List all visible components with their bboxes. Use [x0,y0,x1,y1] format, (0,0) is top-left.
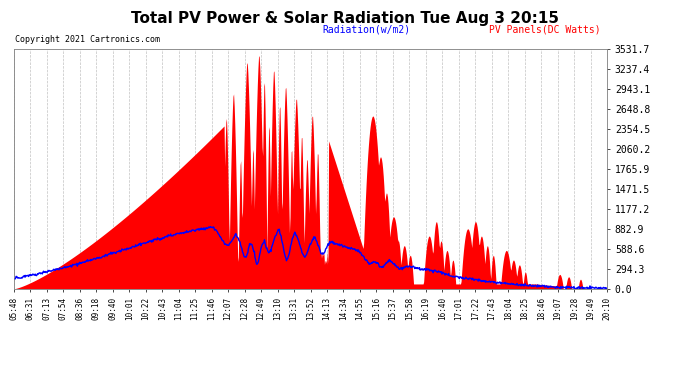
Text: Total PV Power & Solar Radiation Tue Aug 3 20:15: Total PV Power & Solar Radiation Tue Aug… [131,11,559,26]
Text: PV Panels(DC Watts): PV Panels(DC Watts) [489,25,600,35]
Text: Radiation(w/m2): Radiation(w/m2) [322,25,411,35]
Text: Copyright 2021 Cartronics.com: Copyright 2021 Cartronics.com [15,35,160,44]
